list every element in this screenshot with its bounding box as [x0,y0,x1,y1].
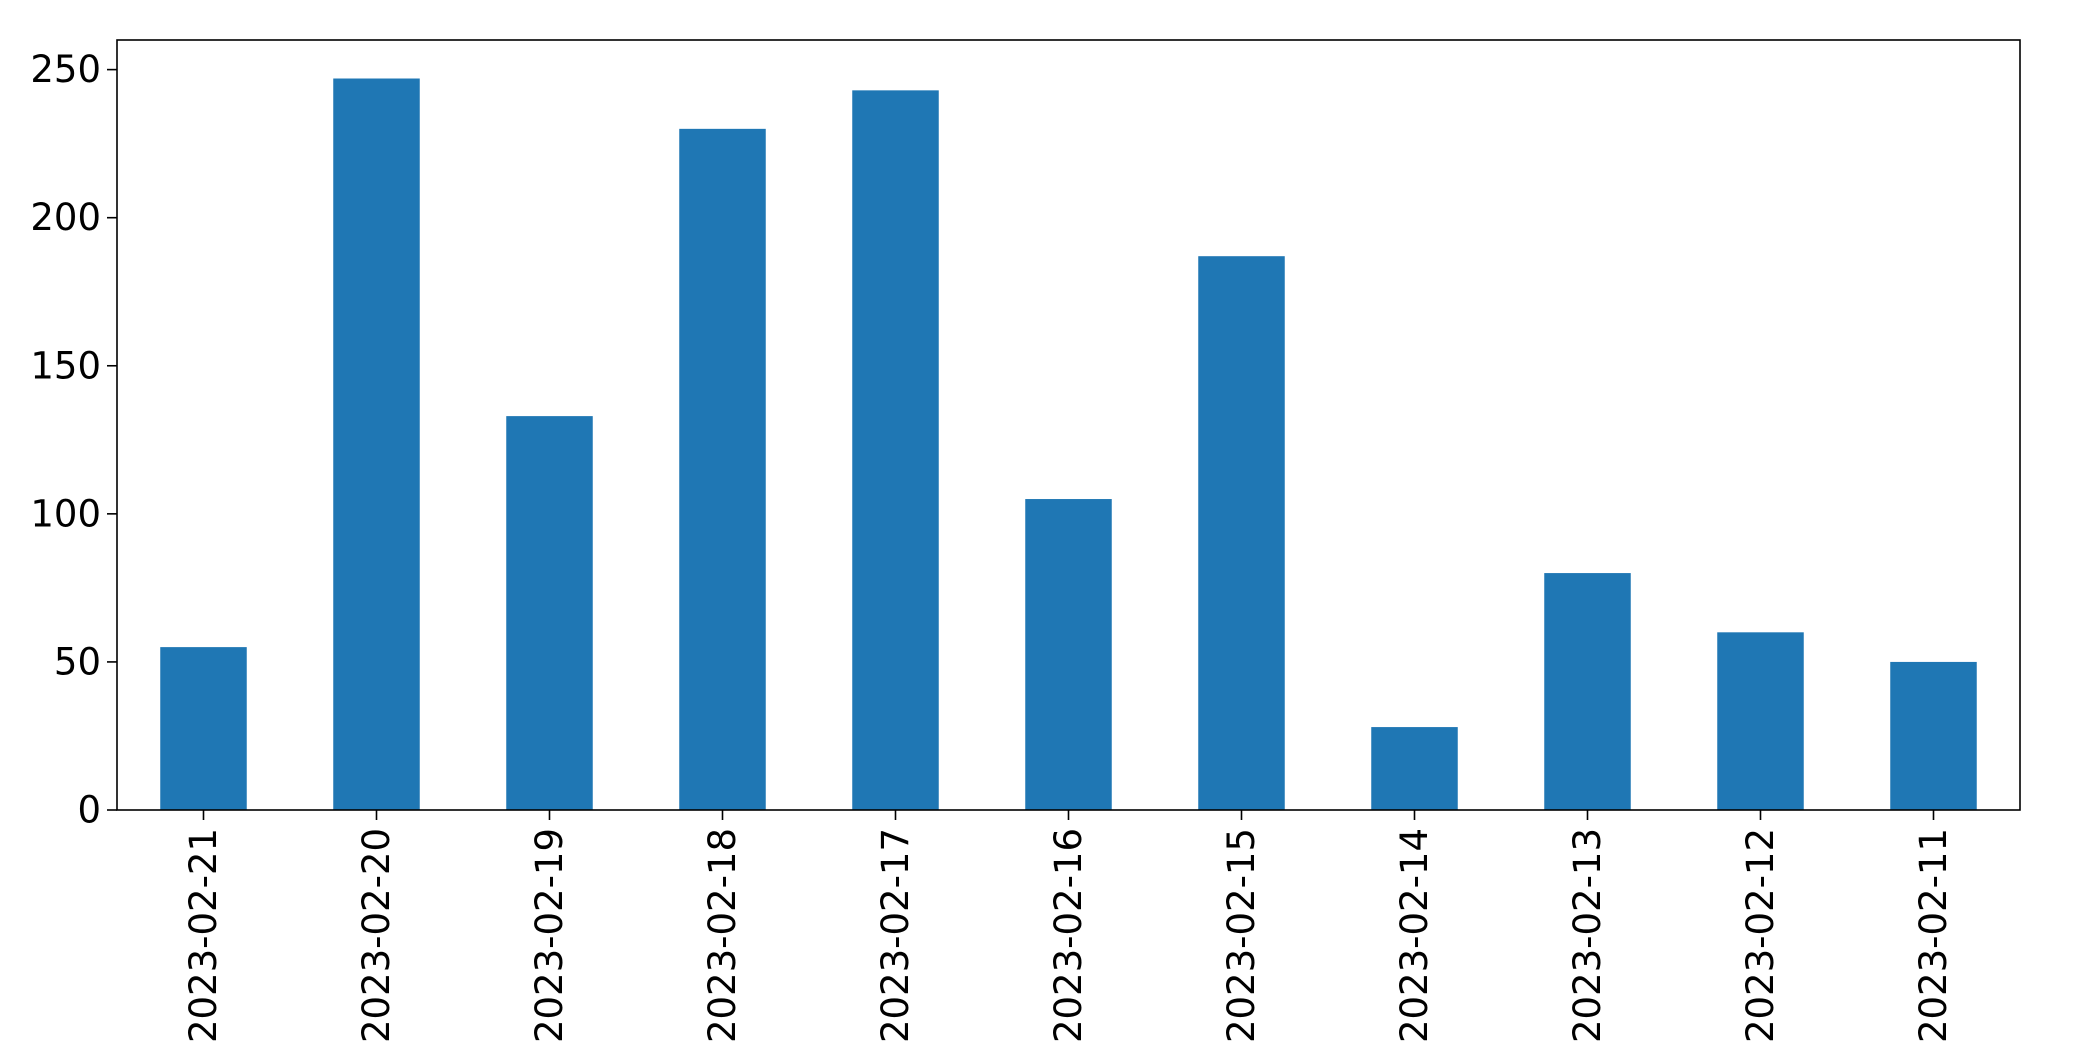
bar-2023-02-18 [679,128,766,810]
bar-2023-02-12 [1717,632,1804,810]
bar-2023-02-21 [160,647,247,810]
x-tick-label: 2023-02-11 [1912,828,1955,1043]
x-tick-label: 2023-02-16 [1047,828,1090,1043]
bar-2023-02-20 [333,78,420,810]
x-tick-label: 2023-02-17 [874,828,917,1043]
x-tick-label: 2023-02-13 [1566,828,1609,1043]
bar-2023-02-11 [1890,661,1977,810]
x-axis-ticks: 2023-02-21 2023-02-20 2023-02-19 2023-02-18… [182,810,1955,1043]
y-tick-label: 50 [54,640,101,683]
x-tick-label: 2023-02-19 [528,828,571,1043]
x-tick-label: 2023-02-14 [1393,828,1436,1043]
y-tick-label: 250 [30,48,101,91]
y-tick-label: 100 [30,492,101,535]
x-tick-label: 2023-02-20 [355,828,398,1043]
bar-2023-02-16 [1025,499,1112,810]
y-tick-label: 0 [77,789,101,832]
bar-2023-02-13 [1544,573,1631,810]
x-tick-label: 2023-02-15 [1220,828,1263,1043]
bar-2023-02-17 [852,90,939,811]
x-tick-label: 2023-02-21 [182,828,225,1043]
plot-frame [116,39,2021,811]
bar-2023-02-15 [1198,256,1285,810]
y-tick-label: 200 [30,196,101,239]
x-tick-label: 2023-02-12 [1739,828,1782,1043]
y-tick-label: 150 [30,344,101,387]
bar-2023-02-19 [506,416,593,810]
y-axis-ticks: 0 50 100 150 200 250 [30,48,117,832]
x-tick-label: 2023-02-18 [701,828,744,1043]
bars-group [160,78,1977,811]
bar-2023-02-14 [1371,727,1458,810]
